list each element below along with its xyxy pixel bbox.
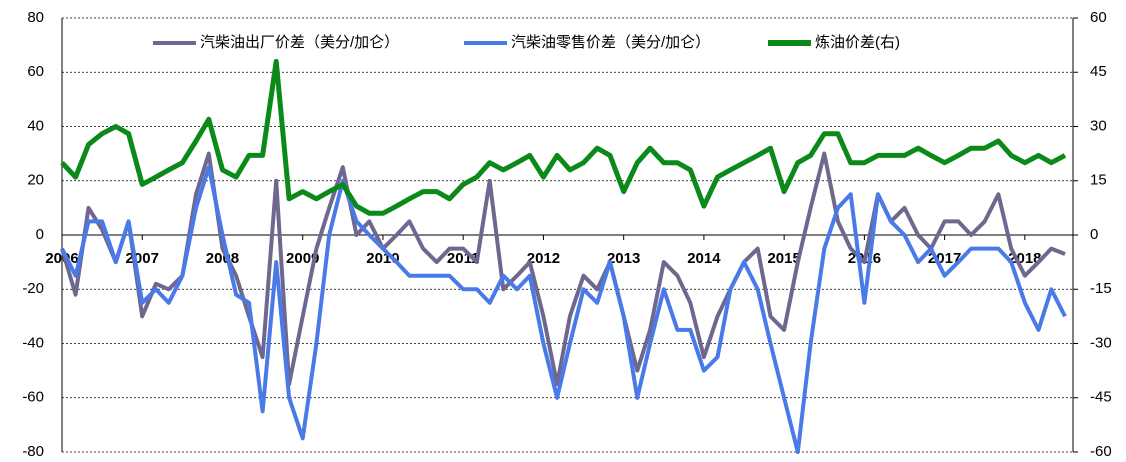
- x-tick-label: 2009: [286, 250, 319, 267]
- series-line: [60, 58, 1067, 216]
- y2-tick-label: -30: [1090, 334, 1112, 351]
- series-line: [60, 165, 1067, 454]
- y-tick-label: 60: [27, 63, 44, 80]
- legend-label: 汽柴油出厂价差（美分/加仑）: [200, 34, 399, 51]
- y2-tick-label: 45: [1090, 63, 1107, 80]
- legend-label: 汽柴油零售价差（美分/加仑）: [511, 34, 710, 51]
- y-tick-label: -60: [22, 389, 44, 406]
- x-tick-label: 2015: [767, 250, 800, 267]
- x-tick-label: 2007: [126, 250, 159, 267]
- y-tick-label: -20: [22, 280, 44, 297]
- y2-tick-label: 60: [1090, 9, 1107, 26]
- y-tick-label: 80: [27, 9, 44, 26]
- y2-tick-label: -45: [1090, 389, 1112, 406]
- y-tick-label: -40: [22, 334, 44, 351]
- legend-label: 炼油价差(右): [815, 34, 900, 51]
- y2-tick-label: 0: [1090, 226, 1098, 243]
- y2-tick-label: -60: [1090, 443, 1112, 460]
- y2-tick-label: -15: [1090, 280, 1112, 297]
- y-tick-label: 40: [27, 117, 44, 134]
- y2-tick-label: 15: [1090, 172, 1107, 189]
- y-tick-label: -80: [22, 443, 44, 460]
- y2-tick-label: 30: [1090, 117, 1107, 134]
- y-tick-label: 0: [36, 226, 44, 243]
- x-tick-label: 2012: [527, 250, 560, 267]
- x-tick-label: 2014: [687, 250, 721, 267]
- y-tick-label: 20: [27, 172, 44, 189]
- x-tick-label: 2013: [607, 250, 640, 267]
